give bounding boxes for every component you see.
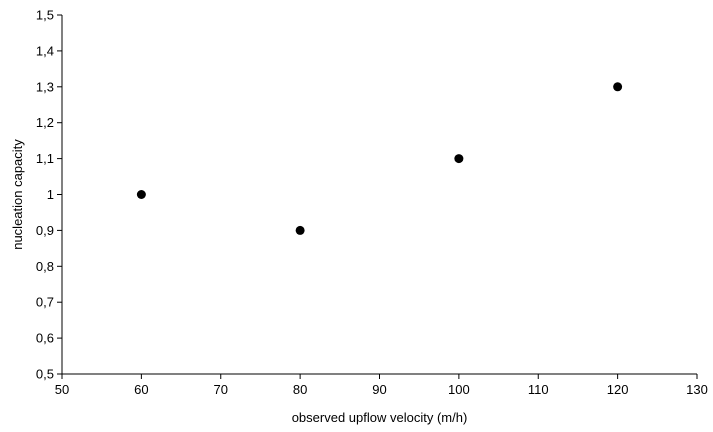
y-tick-label: 1 <box>47 187 54 202</box>
y-tick-label: 0,7 <box>36 295 54 310</box>
x-tick-label: 130 <box>686 382 708 397</box>
x-axis-title: observed upflow velocity (m/h) <box>292 410 468 425</box>
y-tick-label: 0,5 <box>36 367 54 382</box>
y-tick-label: 1,5 <box>36 8 54 23</box>
x-tick-label: 70 <box>214 382 228 397</box>
y-tick-label: 1,2 <box>36 115 54 130</box>
x-tick-label: 90 <box>372 382 386 397</box>
x-tick-label: 100 <box>448 382 470 397</box>
x-tick-label: 60 <box>134 382 148 397</box>
y-tick-label: 0,8 <box>36 259 54 274</box>
y-tick-label: 0,6 <box>36 331 54 346</box>
y-axis-title: nucleation capacity <box>10 139 25 250</box>
x-tick-label: 80 <box>293 382 307 397</box>
y-tick-label: 1,3 <box>36 79 54 94</box>
data-point <box>136 190 146 199</box>
y-tick-label: 0,9 <box>36 223 54 238</box>
data-point <box>295 225 305 235</box>
axes <box>61 15 697 375</box>
x-ticks: 50 60 70 80 90 100 110 120 130 <box>55 374 708 397</box>
y-tick-label: 1,4 <box>36 43 54 58</box>
data-points <box>136 82 623 235</box>
data-point <box>613 82 623 92</box>
data-point <box>454 154 464 164</box>
x-tick-label: 50 <box>55 382 69 397</box>
x-tick-label: 120 <box>607 382 629 397</box>
y-tick-label: 1,1 <box>36 151 54 166</box>
x-tick-label: 110 <box>528 382 549 397</box>
y-ticks: 0,5 0,6 0,7 0,8 0,9 1 1,1 1,2 1,3 1,4 1,5 <box>36 8 62 382</box>
